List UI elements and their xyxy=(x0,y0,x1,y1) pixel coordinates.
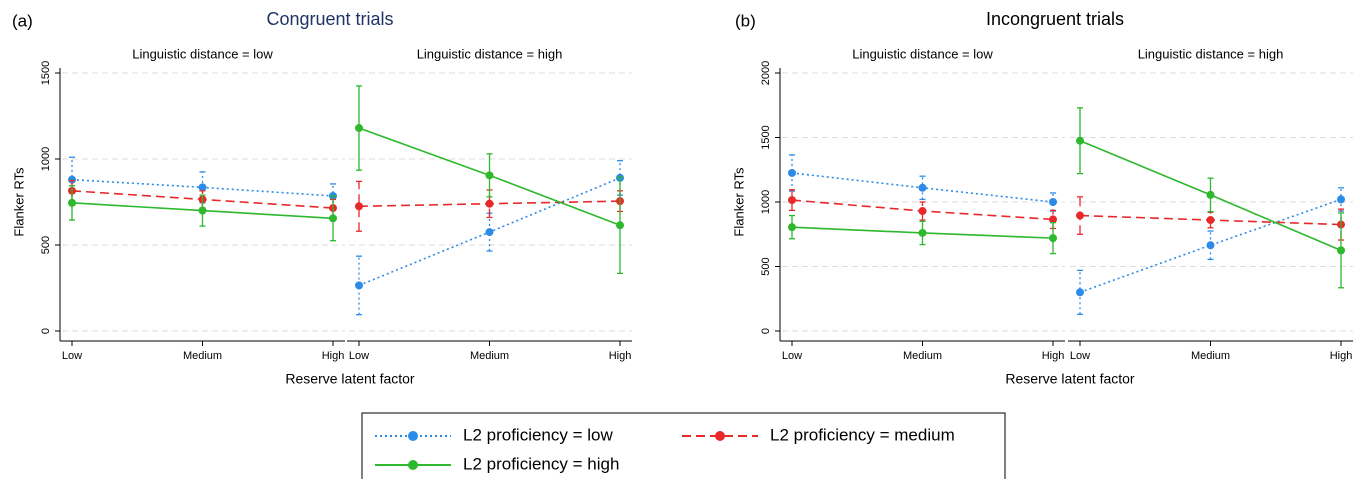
point xyxy=(918,228,927,237)
point xyxy=(329,214,337,223)
point xyxy=(1076,288,1084,297)
legend-marker xyxy=(408,431,418,441)
x-tick-label: Medium xyxy=(1191,350,1230,362)
legend-marker xyxy=(715,431,725,441)
y-tick-label: 500 xyxy=(760,257,772,275)
x-tick-label: High xyxy=(1330,350,1353,362)
y-axis-label: Flanker RTs xyxy=(731,167,746,237)
x-tick-label: Low xyxy=(349,350,369,362)
point xyxy=(355,124,363,133)
x-tick-label: Medium xyxy=(470,350,509,362)
point xyxy=(485,199,494,208)
point xyxy=(198,206,207,215)
point xyxy=(485,171,494,180)
error-bar xyxy=(356,180,362,232)
x-tick-label: Medium xyxy=(183,350,222,362)
y-tick-label: 2000 xyxy=(760,61,772,85)
point xyxy=(616,221,624,230)
facet-title: Linguistic distance = low xyxy=(132,46,273,61)
point xyxy=(1337,246,1345,255)
y-tick-label: 0 xyxy=(40,328,52,334)
x-axis-label: Reserve latent factor xyxy=(285,371,415,387)
x-tick-label: High xyxy=(609,350,632,362)
point xyxy=(1076,211,1084,220)
legend-marker xyxy=(408,460,418,470)
point xyxy=(355,202,363,211)
point xyxy=(355,281,363,290)
x-tick-label: High xyxy=(1042,350,1065,362)
panel-label: (a) xyxy=(12,11,33,30)
point xyxy=(1206,190,1215,199)
x-tick-label: Medium xyxy=(903,350,942,362)
point xyxy=(485,228,494,237)
facet-title: Linguistic distance = high xyxy=(1138,46,1284,61)
point xyxy=(788,168,796,177)
x-tick-label: Low xyxy=(62,350,82,362)
panel-label: (b) xyxy=(735,11,756,30)
series-line xyxy=(1079,198,1342,294)
point xyxy=(918,207,927,216)
point xyxy=(68,198,76,207)
error-bar xyxy=(356,255,362,316)
facet-title: Linguistic distance = low xyxy=(852,46,993,61)
point xyxy=(1049,234,1057,243)
point xyxy=(1206,216,1215,225)
error-bar xyxy=(919,201,926,221)
chart-title: Congruent trials xyxy=(266,9,393,29)
chart-title: Incongruent trials xyxy=(986,9,1124,29)
legend-label: L2 proficiency = high xyxy=(463,454,619,473)
point xyxy=(1076,136,1084,145)
y-tick-label: 1500 xyxy=(760,125,772,149)
y-tick-label: 1000 xyxy=(40,147,52,171)
legend-box xyxy=(361,412,1006,479)
point xyxy=(1049,215,1057,224)
point xyxy=(788,196,796,205)
legend-label: L2 proficiency = medium xyxy=(770,425,955,444)
y-tick-label: 500 xyxy=(40,236,52,254)
facet-title: Linguistic distance = high xyxy=(417,46,563,61)
y-axis-label: Flanker RTs xyxy=(11,167,26,237)
x-tick-label: High xyxy=(322,350,345,362)
point xyxy=(68,175,76,184)
point xyxy=(788,223,796,232)
error-bar xyxy=(1207,230,1214,261)
point xyxy=(198,183,207,192)
legend-label: L2 proficiency = low xyxy=(463,425,613,444)
x-tick-label: Low xyxy=(782,350,802,362)
point xyxy=(1337,195,1345,204)
point xyxy=(918,183,927,192)
error-bar xyxy=(789,189,795,212)
y-tick-label: 1500 xyxy=(40,61,52,85)
point xyxy=(1206,241,1215,250)
y-tick-label: 1000 xyxy=(760,190,772,214)
y-tick-label: 0 xyxy=(760,328,772,334)
x-tick-label: Low xyxy=(1070,350,1090,362)
x-axis-label: Reserve latent factor xyxy=(1005,371,1135,387)
point xyxy=(1049,198,1057,206)
